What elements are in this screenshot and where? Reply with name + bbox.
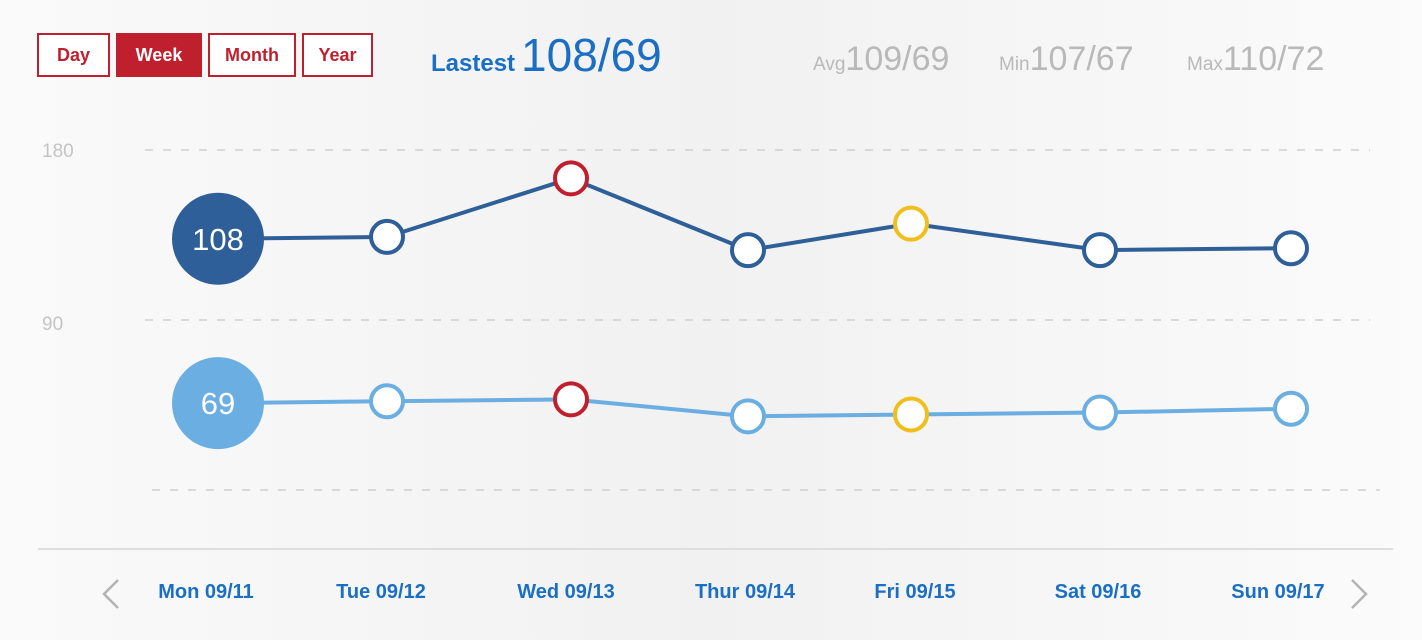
diastolic-point [553, 381, 589, 418]
max-label: Max [1187, 54, 1223, 75]
min-value: 107/67 [1029, 40, 1134, 78]
diastolic-series: 69 [172, 357, 1309, 450]
tab-week[interactable]: Week [116, 33, 202, 77]
tab-day[interactable]: Day [37, 33, 110, 77]
systolic-point [1273, 230, 1309, 267]
systolic-point [730, 232, 766, 269]
x-label-fri[interactable]: Fri 09/15 [874, 581, 956, 603]
x-label-wed[interactable]: Wed 09/13 [517, 581, 615, 603]
diastolic-point [893, 396, 929, 433]
diastolic-point [369, 383, 405, 420]
systolic-point [369, 218, 405, 255]
diastolic-bubble [172, 357, 264, 450]
systolic-bubble [172, 192, 264, 285]
diastolic-point [730, 398, 766, 435]
tab-month[interactable]: Month [208, 33, 296, 77]
x-label-tue[interactable]: Tue 09/12 [336, 581, 426, 603]
latest-value: 108/69 [521, 29, 662, 81]
diastolic-bubble-label: 69 [201, 386, 235, 421]
chevron-right-icon[interactable] [1348, 578, 1370, 610]
max-stat: Max110/72 [1187, 40, 1324, 79]
systolic-point [893, 205, 929, 242]
latest-reading: Lastest 108/69 [431, 28, 662, 82]
diastolic-point [1082, 394, 1118, 431]
axis-divider [38, 548, 1393, 550]
chevron-left-icon[interactable] [100, 578, 122, 610]
diastolic-point [1273, 390, 1309, 427]
systolic-series: 108 [172, 160, 1309, 285]
range-tabs: Day Week Month Year [37, 33, 373, 77]
chart-grid: 180 90 [42, 141, 1380, 491]
tab-year[interactable]: Year [302, 33, 373, 77]
avg-stat: Avg109/69 [813, 40, 949, 79]
systolic-bubble-label: 108 [192, 222, 244, 257]
systolic-point [1082, 232, 1118, 269]
min-stat: Min107/67 [999, 40, 1134, 79]
systolic-point [553, 160, 589, 197]
avg-value: 109/69 [845, 40, 950, 78]
avg-label: Avg [813, 54, 846, 75]
chart-series: 108 69 [172, 160, 1309, 450]
max-value: 110/72 [1222, 40, 1325, 78]
y-tick-180: 180 [42, 141, 74, 162]
min-label: Min [999, 54, 1030, 75]
latest-label: Lastest [431, 50, 516, 77]
x-label-mon[interactable]: Mon 09/11 [158, 581, 254, 603]
x-label-thur[interactable]: Thur 09/14 [694, 581, 796, 603]
y-tick-90: 90 [42, 314, 63, 335]
x-label-sun[interactable]: Sun 09/17 [1231, 581, 1325, 603]
x-label-sat[interactable]: Sat 09/16 [1054, 581, 1142, 603]
